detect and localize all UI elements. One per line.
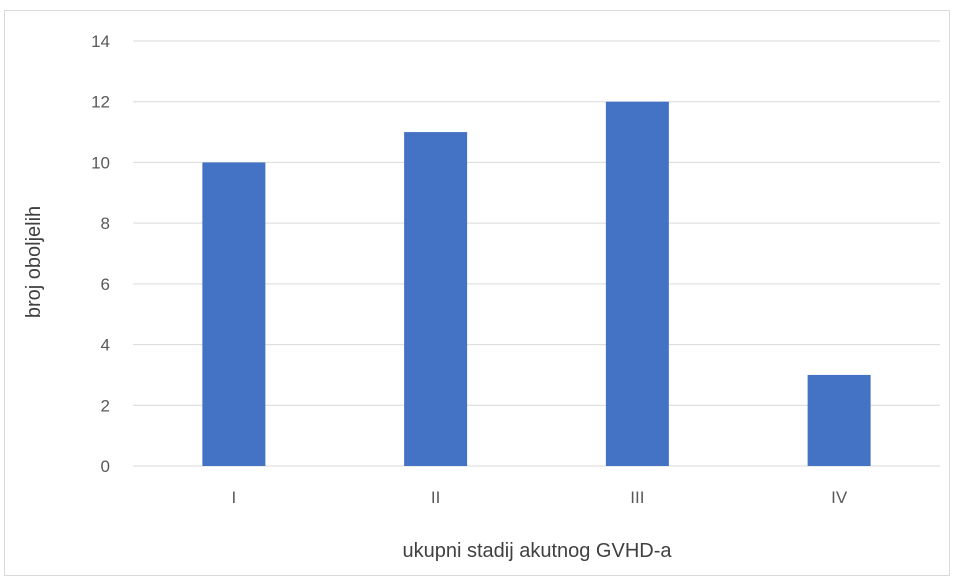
y-tick-label: 8 <box>101 214 110 233</box>
x-axis-title: ukupni stadij akutnog GVHD-a <box>402 540 672 562</box>
x-tick-label: I <box>232 488 237 507</box>
y-tick-label: 6 <box>101 275 110 294</box>
y-tick-label: 12 <box>91 93 110 112</box>
y-axis-tick-labels: 0 2 4 6 8 10 12 14 <box>91 32 110 476</box>
y-axis-title: broj oboljelih <box>23 206 45 318</box>
bars <box>202 101 871 467</box>
chart-frame <box>4 10 950 576</box>
y-tick-label: 0 <box>101 457 110 476</box>
bar-III <box>605 101 669 466</box>
x-tick-label: III <box>630 488 644 507</box>
x-axis-tick-labels: I II III IV <box>232 488 848 507</box>
gridlines <box>133 40 940 467</box>
y-tick-label: 14 <box>91 32 110 51</box>
y-tick-label: 4 <box>101 336 110 355</box>
y-tick-label: 2 <box>101 396 110 415</box>
x-tick-label: II <box>431 488 440 507</box>
bar-II <box>404 132 468 467</box>
bar-IV <box>807 374 871 466</box>
y-tick-label: 10 <box>91 153 110 172</box>
x-tick-label: IV <box>831 488 848 507</box>
bar-I <box>202 162 266 466</box>
